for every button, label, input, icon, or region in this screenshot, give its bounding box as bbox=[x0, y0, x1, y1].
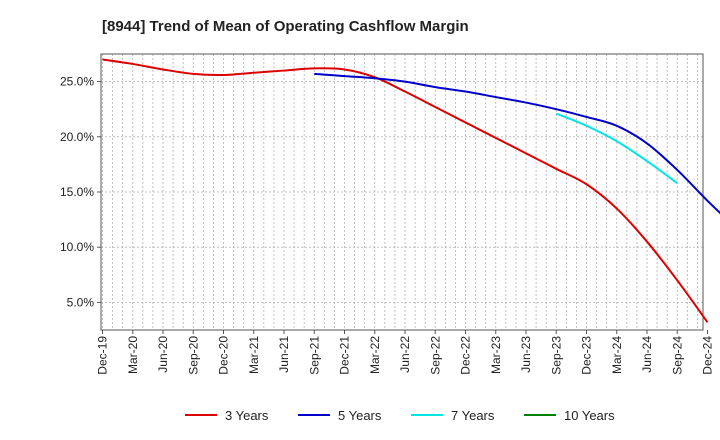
x-tick-label: Jun-21 bbox=[277, 336, 291, 373]
x-tick-label: Mar-24 bbox=[610, 336, 624, 374]
x-tick-label: Mar-21 bbox=[247, 336, 261, 374]
series-line-3-years bbox=[102, 58, 709, 323]
x-tick-label: Sep-21 bbox=[307, 336, 321, 375]
x-tick-label: Dec-20 bbox=[217, 336, 231, 375]
y-tick-label: 5.0% bbox=[67, 295, 95, 309]
x-tick-label: Jun-22 bbox=[398, 336, 412, 373]
x-axis: Dec-19 Mar-20 Jun-20 Sep-20 Dec-20 Mar-21 Jun-… bbox=[96, 330, 715, 375]
legend-label: 5 Years bbox=[338, 408, 382, 423]
y-tick-label: 10.0% bbox=[60, 240, 94, 254]
x-tick-label: Mar-23 bbox=[489, 336, 503, 374]
legend-label: 3 Years bbox=[225, 408, 269, 423]
x-tick-label: Sep-23 bbox=[549, 336, 563, 375]
x-tick-label: Dec-19 bbox=[96, 336, 110, 375]
x-tick-label: Dec-24 bbox=[701, 336, 715, 375]
legend: 3 Years 5 Years 7 Years 10 Years bbox=[185, 408, 615, 423]
legend-label: 10 Years bbox=[564, 408, 615, 423]
y-tick-label: 15.0% bbox=[60, 185, 94, 199]
series-line-7-years bbox=[555, 112, 678, 184]
grid bbox=[101, 54, 703, 330]
chart-title: [8944] Trend of Mean of Operating Cashfl… bbox=[102, 18, 469, 35]
x-tick-label: Sep-22 bbox=[428, 336, 442, 375]
x-tick-label: Mar-22 bbox=[368, 336, 382, 374]
x-tick-label: Sep-20 bbox=[186, 336, 200, 375]
y-axis: 5.0% 10.0% 15.0% 20.0% 25.0% bbox=[60, 75, 101, 309]
y-tick-label: 20.0% bbox=[60, 130, 94, 144]
x-tick-label: Mar-20 bbox=[126, 336, 140, 374]
x-tick-label: Dec-22 bbox=[459, 336, 473, 375]
series-line-5-years bbox=[314, 72, 720, 215]
x-tick-label: Jun-20 bbox=[156, 336, 170, 373]
x-tick-label: Dec-21 bbox=[338, 336, 352, 375]
legend-label: 7 Years bbox=[451, 408, 495, 423]
x-tick-label: Jun-23 bbox=[519, 336, 533, 373]
y-tick-label: 25.0% bbox=[60, 75, 94, 89]
x-tick-label: Dec-23 bbox=[580, 336, 594, 375]
x-tick-label: Jun-24 bbox=[640, 336, 654, 373]
series-lines bbox=[102, 58, 720, 323]
x-tick-label: Sep-24 bbox=[670, 336, 684, 375]
